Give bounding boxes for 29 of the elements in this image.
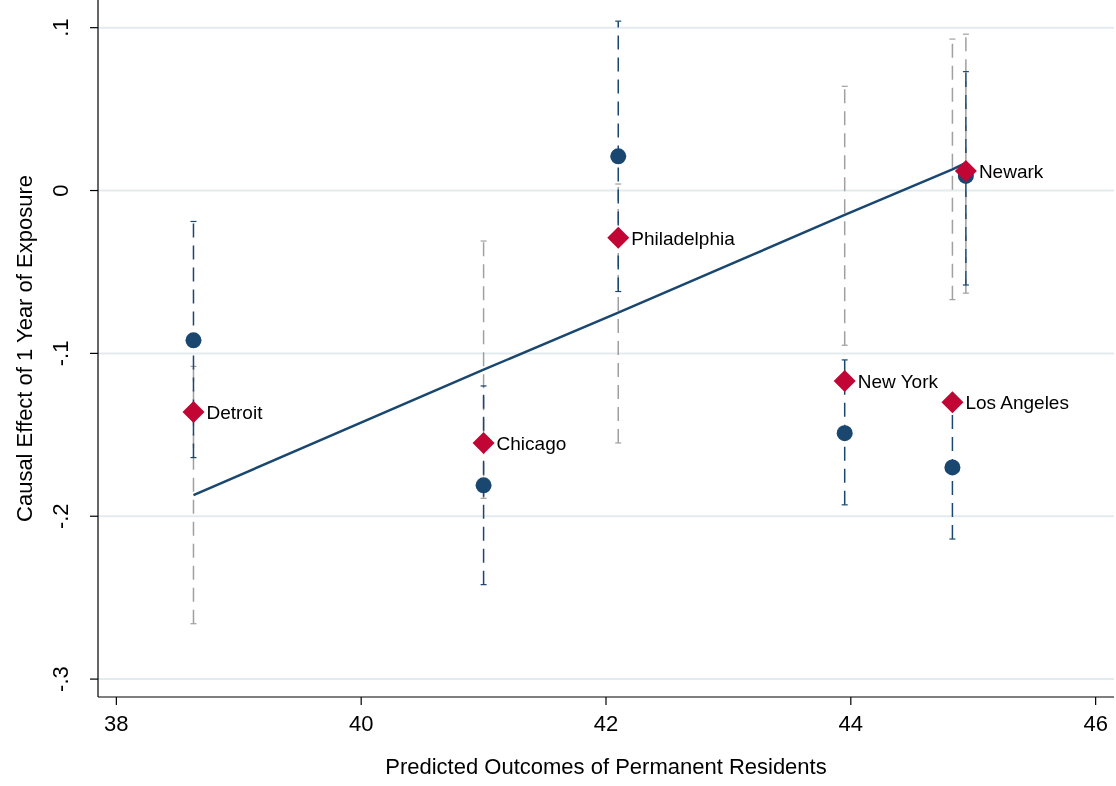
y-axis-title: Causal Effect of 1 Year of Exposure xyxy=(12,175,37,522)
point xyxy=(941,391,964,414)
point xyxy=(610,148,627,165)
y-tick-label: -.1 xyxy=(48,340,73,367)
x-tick-label: 38 xyxy=(104,711,129,736)
annotation: Los Angeles xyxy=(965,392,1069,414)
x-axis-title: Predicted Outcomes of Permanent Residents xyxy=(385,754,827,779)
point xyxy=(954,159,977,182)
y-tick-label: 0 xyxy=(48,184,73,197)
point xyxy=(185,332,202,349)
x-tick-label: 42 xyxy=(593,711,619,736)
point xyxy=(836,425,853,442)
point xyxy=(833,370,856,393)
x-tick-label: 46 xyxy=(1083,711,1108,736)
point xyxy=(607,226,630,249)
annotation: Newark xyxy=(978,160,1044,182)
annotation: Philadelphia xyxy=(631,227,736,249)
point xyxy=(475,477,492,494)
x-tick-label: 40 xyxy=(348,711,374,736)
annotation: New York xyxy=(857,371,939,393)
y-tick-label: -.3 xyxy=(48,666,73,692)
y-tick-label: -.2 xyxy=(48,503,73,530)
point xyxy=(182,401,205,424)
annotation: Detroit xyxy=(206,402,264,424)
point xyxy=(944,459,961,476)
y-tick-label: .1 xyxy=(48,18,73,37)
annotation: Chicago xyxy=(496,432,567,454)
x-tick-label: 44 xyxy=(838,711,864,736)
point xyxy=(472,431,495,454)
